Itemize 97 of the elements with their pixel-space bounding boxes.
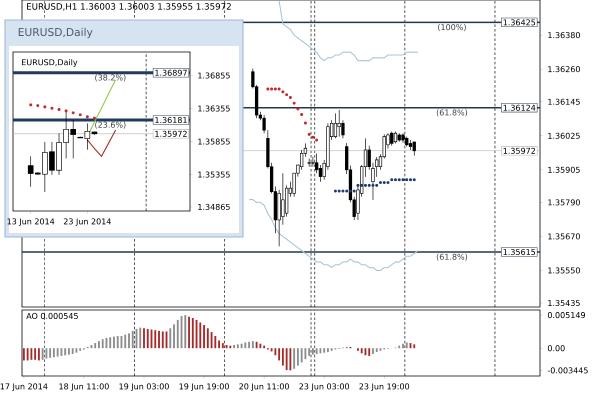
y-tick-label: 1.36260 — [548, 66, 580, 72]
candlestick — [408, 140, 412, 150]
point — [296, 107, 300, 110]
ref-line-label: 1.36181 — [155, 116, 187, 124]
point — [292, 102, 296, 105]
point — [352, 190, 356, 193]
candlestick — [412, 142, 416, 156]
point — [372, 184, 374, 187]
y-tick-label: -0.003445 — [548, 367, 588, 374]
chart-title: EURUSD,Daily — [18, 28, 93, 38]
point — [29, 103, 32, 106]
point — [92, 116, 96, 120]
y-tick-label: 1.36380 — [548, 32, 580, 38]
x-tick-label: 23 Jun 03:00 — [299, 383, 350, 391]
point — [304, 122, 307, 124]
point — [386, 181, 390, 184]
y-tick-label: 1.34865 — [198, 204, 230, 210]
point — [379, 181, 382, 184]
y-tick-label: 0.00 — [548, 345, 565, 352]
point — [345, 190, 348, 193]
candlestick — [394, 131, 398, 144]
y-tick-label: 1.36025 — [548, 132, 580, 139]
x-tick-label: 18 Jun 11:00 — [59, 383, 109, 391]
ref-line-label: 1.35972 — [155, 130, 187, 137]
y-tick-label: 1.35435 — [548, 300, 580, 306]
y-tick-label: 1.35855 — [198, 138, 230, 145]
point — [274, 88, 277, 90]
ref-line-label: 1.35615 — [504, 248, 536, 256]
point — [368, 184, 371, 187]
point — [270, 88, 274, 90]
text: EURUSD,Daily — [22, 59, 78, 67]
y-tick-label: 0.005149 — [548, 312, 585, 318]
point — [375, 184, 378, 187]
ref-line-label: 1.36897 — [155, 70, 187, 76]
x-tick-label: 19 Jun 19:00 — [180, 383, 229, 391]
point — [278, 88, 281, 90]
point — [341, 190, 344, 193]
point — [412, 178, 416, 182]
ref-line-label: 1.36425 — [504, 19, 536, 26]
point — [308, 132, 311, 136]
annotation: (100%) — [438, 24, 466, 32]
x-tick-label: 23 Jun 2014 — [64, 218, 111, 226]
y-tick-label: 1.36355 — [198, 105, 230, 112]
point — [64, 109, 68, 112]
point — [364, 184, 367, 187]
point — [398, 178, 401, 182]
point — [356, 184, 360, 187]
candlestick — [390, 131, 394, 146]
point — [409, 178, 412, 182]
y-tick-label: 1.35905 — [548, 166, 580, 173]
y-tick-label: 1.35670 — [548, 233, 580, 240]
point — [311, 136, 314, 139]
x-tick-label: 19 Jun 03:00 — [119, 383, 169, 391]
annotation: (61.8%) — [436, 109, 468, 116]
ref-line-label: 1.35972 — [504, 148, 536, 154]
point — [300, 113, 304, 116]
point — [285, 93, 288, 96]
point — [36, 104, 40, 108]
annotation: AO 0.000545 — [26, 312, 78, 319]
chart-title: EURUSD,H1 1.36003 1.36003 1.35955 1.35972 — [27, 3, 231, 11]
point — [394, 178, 397, 182]
candlestick — [318, 164, 322, 182]
x-tick-label: 17 Jun 2014 — [0, 383, 48, 391]
point — [360, 184, 364, 187]
point — [58, 108, 60, 111]
annotation: (38.2%) — [95, 74, 126, 82]
point — [72, 111, 75, 114]
point — [78, 113, 82, 116]
annotation: (61.8%) — [436, 254, 468, 261]
point — [43, 105, 46, 108]
point — [50, 106, 54, 110]
y-tick-label: 1.36855 — [198, 72, 230, 79]
candlestick — [281, 172, 285, 226]
point — [405, 178, 408, 182]
point — [382, 181, 386, 184]
x-tick-label: 13 Jun 2014 — [8, 218, 54, 226]
x-tick-label: 23 Jun 19:00 — [359, 383, 410, 391]
point — [348, 190, 352, 193]
y-tick-label: 1.35355 — [198, 172, 230, 178]
point — [288, 96, 292, 99]
candlestick — [334, 113, 338, 139]
point — [334, 190, 337, 193]
y-tick-label: 1.36145 — [548, 98, 580, 105]
y-tick-label: 1.35790 — [548, 199, 580, 206]
point — [266, 88, 270, 90]
point — [86, 115, 89, 118]
x-tick-label: 20 Jun 11:00 — [239, 383, 289, 391]
ref-line-label: 1.36124 — [504, 104, 536, 111]
candlestick — [341, 120, 345, 139]
candlestick — [338, 110, 341, 137]
point — [390, 178, 394, 182]
point — [315, 138, 318, 142]
annotation: (23.6%) — [95, 122, 126, 129]
point — [338, 190, 341, 193]
point — [402, 178, 404, 182]
point — [281, 90, 284, 94]
y-tick-label: 1.35550 — [548, 267, 580, 274]
